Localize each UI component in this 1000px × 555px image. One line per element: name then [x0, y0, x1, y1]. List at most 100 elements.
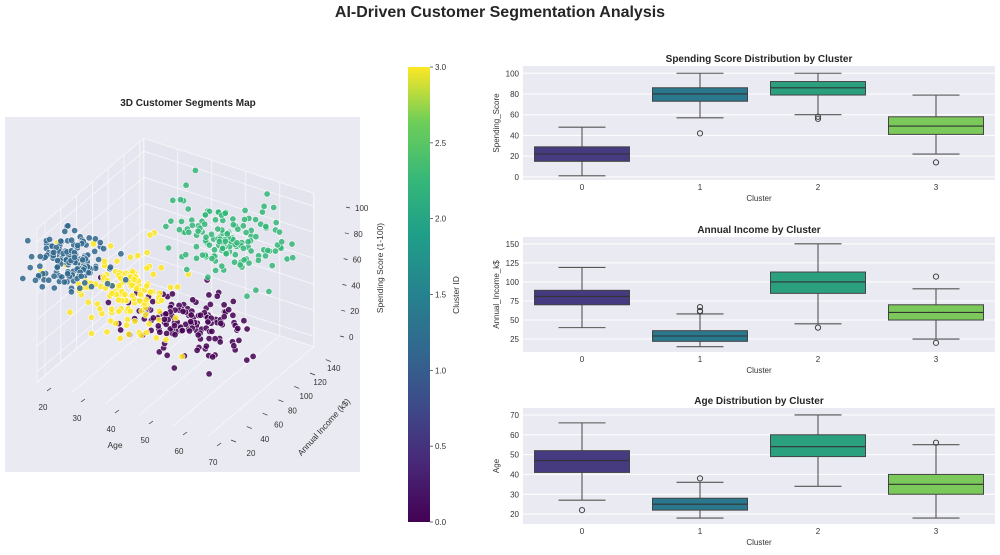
scatter-point-cluster-2: [201, 220, 209, 228]
y-tick-label: 125: [506, 259, 520, 268]
outlier-point: [814, 324, 822, 331]
scatter-point-cluster-0: [187, 311, 195, 319]
scatter-point-cluster-2: [215, 238, 223, 246]
scatter-point-cluster-3: [174, 283, 182, 291]
x-tick-label: 3: [934, 527, 939, 536]
scatter-point-cluster-2: [263, 190, 271, 198]
y-tick-label: 40: [510, 131, 519, 140]
scatter-point-cluster-0: [234, 324, 242, 332]
scatter-point-cluster-0: [156, 328, 164, 336]
scatter-point-cluster-3: [96, 305, 104, 313]
spending-tick-label: 60: [353, 256, 362, 265]
income-tick-label: 20: [247, 449, 256, 458]
box-cluster-0: [534, 266, 630, 329]
x-tick-label: 1: [698, 183, 703, 192]
scatter-point-cluster-3: [137, 290, 145, 298]
scatter-point-cluster-3: [129, 267, 137, 275]
scatter-point-cluster-0: [178, 326, 186, 334]
scatter-point-cluster-1: [61, 227, 69, 235]
outlier-point: [578, 507, 586, 514]
scatter-point-cluster-2: [239, 222, 247, 230]
scatter-point-cluster-2: [183, 265, 191, 273]
income-tick-mark: [294, 386, 300, 389]
scatter-point-cluster-3: [115, 307, 123, 315]
age-tick-mark: [182, 431, 188, 436]
colorbar-tick-label: 1.0: [435, 366, 447, 375]
scatter-point-cluster-2: [241, 206, 249, 214]
scatter-point-cluster-1: [71, 253, 79, 261]
scatter-point-cluster-2: [221, 237, 229, 245]
scatter-point-cluster-1: [46, 235, 54, 243]
scatter-point-cluster-2: [218, 262, 226, 270]
scatter-point-cluster-2: [175, 226, 183, 234]
box-cluster-2: [770, 72, 866, 122]
scatter-point-cluster-3: [155, 307, 163, 315]
scatter-point-cluster-0: [217, 319, 225, 327]
age-tick-mark: [114, 409, 120, 414]
scatter-point-cluster-2: [252, 233, 260, 241]
income-boxplot: Annual Income by Cluster 25 50 75 100 125 150 0…: [492, 225, 995, 375]
x-tick-label: 2: [816, 183, 821, 192]
scatter-point-cluster-1: [107, 263, 115, 271]
box-cluster-3: [888, 273, 984, 346]
scatter-point-cluster-2: [221, 209, 229, 217]
scatter-point-cluster-2: [229, 221, 237, 229]
scatter-point-cluster-2: [178, 218, 186, 226]
scatter-point-cluster-2: [201, 211, 209, 219]
scatter-point-cluster-0: [197, 311, 205, 319]
spending-tick-mark: [343, 258, 348, 260]
y-tick-label: 100: [506, 69, 520, 78]
age-tick-mark: [148, 420, 154, 425]
scatter-point-cluster-0: [216, 338, 224, 346]
x-tick-label: 0: [580, 527, 585, 536]
y-tick-label: 60: [510, 111, 519, 120]
scatter-point-cluster-2: [258, 208, 266, 216]
scatter-point-cluster-1: [31, 276, 39, 284]
scatter-point-cluster-2: [270, 204, 278, 212]
scatter-point-cluster-2: [211, 246, 219, 254]
scatter-point-cluster-0: [209, 353, 217, 361]
scatter-point-cluster-2: [265, 287, 273, 295]
scatter-point-cluster-1: [79, 256, 87, 264]
scatter-point-cluster-0: [163, 351, 171, 359]
scatter-point-cluster-2: [214, 225, 222, 233]
scatter-point-cluster-2: [185, 228, 193, 236]
scatter-point-cluster-2: [241, 216, 249, 224]
y-tick-label: 100: [506, 278, 520, 287]
income-tick-label: 140: [327, 364, 341, 373]
spending-tick-mark: [344, 232, 349, 235]
y-axis-label: Annual_Income_k$: [492, 260, 501, 329]
colorbar-gradient: [408, 67, 430, 522]
colorbar-tick-label: 2.5: [435, 139, 447, 148]
scatter-point-cluster-0: [243, 325, 251, 333]
y-tick-label: 20: [510, 152, 519, 161]
scatter-point-cluster-0: [220, 301, 228, 309]
scatter-point-cluster-2: [233, 239, 241, 247]
scatter-point-cluster-0: [202, 342, 210, 350]
y-tick-label: 20: [510, 510, 519, 519]
scatter-point-cluster-1: [96, 239, 104, 247]
scatter-point-cluster-2: [182, 251, 190, 259]
y-tick-label: 30: [510, 490, 519, 499]
scatter-point-cluster-3: [143, 328, 151, 336]
scatter-point-cluster-1: [74, 241, 82, 249]
scatter-point-cluster-2: [243, 292, 251, 300]
spending-tick-mark: [342, 284, 347, 286]
scatter-point-cluster-2: [245, 259, 253, 267]
scatter-point-cluster-3: [101, 257, 109, 265]
age-tick-label: 40: [107, 425, 116, 434]
scatter-point-cluster-0: [171, 322, 179, 330]
scatter-point-cluster-3: [123, 321, 131, 329]
outlier-point: [932, 339, 940, 346]
scatter-point-cluster-2: [268, 262, 276, 270]
scatter-point-cluster-2: [278, 238, 286, 246]
scatter-point-cluster-3: [88, 313, 96, 321]
scatter-point-cluster-2: [288, 240, 296, 248]
spending-tick-label: 100: [355, 204, 369, 213]
scatter-point-cluster-3: [157, 264, 165, 272]
income-tick-mark: [246, 426, 252, 429]
outlier-point: [814, 113, 822, 120]
scatter-point-cluster-0: [179, 307, 187, 315]
grid-line: [172, 335, 281, 427]
